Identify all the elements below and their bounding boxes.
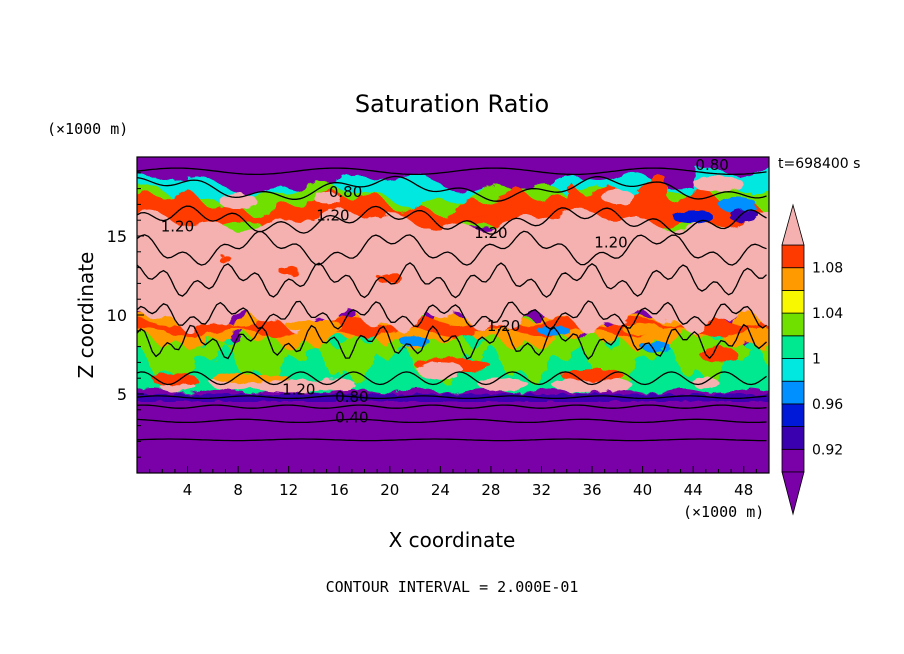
- colorbar-swatch: [781, 403, 805, 427]
- contour-line: [137, 371, 767, 386]
- field-patch: [622, 323, 663, 335]
- field-patch: [693, 376, 719, 390]
- field-patch: [212, 373, 289, 383]
- contour-label: 0.80: [695, 156, 728, 174]
- field-patch: [152, 374, 198, 386]
- x-tick-label: 48: [734, 481, 753, 499]
- upper-supersat-band: [137, 174, 769, 235]
- x-tick-label: 12: [279, 481, 298, 499]
- contour-label: 0.80: [335, 388, 368, 406]
- field-patch: [310, 378, 356, 391]
- field-patch: [728, 209, 759, 222]
- contour-label: 1.20: [161, 218, 194, 236]
- field-patch: [537, 326, 571, 336]
- colorbar-swatch: [781, 380, 805, 405]
- contour-line: [137, 167, 767, 176]
- field-patch: [640, 341, 671, 352]
- x-tick-label: 36: [582, 481, 601, 499]
- supersat-layer: [137, 207, 769, 334]
- colorbar-swatch: [781, 426, 805, 450]
- field-patch: [278, 266, 299, 276]
- colorbar-swatch: [781, 312, 805, 337]
- y-axis-label: Z coordinate: [74, 252, 98, 379]
- y-tick-label: 10: [107, 306, 127, 325]
- field-patch: [250, 379, 327, 393]
- x-tick-label: 8: [233, 481, 243, 499]
- colorbar: 1.08 1.04 1 0.96 0.92: [781, 203, 843, 516]
- field-patch: [478, 378, 529, 391]
- x-tick-label: 32: [532, 481, 551, 499]
- contour-label: 1.20: [487, 317, 520, 335]
- contour-line: [137, 262, 767, 299]
- field-patch: [219, 255, 232, 264]
- contour-label: 1.20: [316, 206, 349, 224]
- x-axis-label: X coordinate: [389, 528, 516, 552]
- x-tick-label: 20: [380, 481, 399, 499]
- x-axis: 4 8 12 16 20 24 28 32 36 40 44 48: [136, 466, 770, 499]
- time-label: t=698400 s: [778, 156, 860, 172]
- colorbar-label: 0.96: [812, 397, 843, 413]
- contour-label: 0.80: [329, 183, 362, 201]
- colorbar-swatch: [781, 267, 805, 291]
- contour-label: 1.20: [594, 233, 627, 251]
- field-patch: [718, 196, 757, 213]
- colorbar-swatch: [781, 244, 805, 269]
- field-patch: [219, 193, 258, 210]
- z-unit-label: (×1000 m): [47, 120, 128, 138]
- plot-area: [137, 157, 769, 473]
- field-patch: [600, 189, 634, 204]
- colorbar-swatch: [781, 289, 805, 314]
- x-tick-label: 28: [481, 481, 500, 499]
- y-axis: 5 10 15: [107, 156, 144, 474]
- contour-line: [137, 395, 767, 400]
- x-unit-label: (×1000 m): [683, 503, 764, 521]
- field-patch: [693, 175, 744, 192]
- contour-line: [137, 323, 767, 360]
- x-tick-label: 44: [684, 481, 703, 499]
- contour-line: [137, 404, 767, 409]
- colorbar-under-arrow: [781, 471, 805, 516]
- contour-label: 1.20: [474, 224, 507, 242]
- y-tick-label: 15: [107, 227, 127, 246]
- contour-line: [137, 418, 767, 424]
- field-patch: [560, 368, 624, 382]
- field-patch: [286, 320, 342, 332]
- y-tick-label: 5: [117, 385, 127, 404]
- contour-line: [137, 438, 767, 442]
- colorbar-over-arrow: [781, 203, 805, 246]
- field-patch: [313, 191, 340, 205]
- colorbar-label: 1: [812, 352, 821, 368]
- chart-title: Saturation Ratio: [355, 90, 549, 118]
- colorbar-label: 1.08: [812, 261, 843, 277]
- contour-line: [137, 300, 767, 330]
- colorbar-label: 0.92: [812, 442, 843, 458]
- colorbar-swatch: [781, 335, 805, 359]
- contour-line: [137, 205, 767, 235]
- x-tick-label: 24: [431, 481, 450, 499]
- contour-label: 0.40: [335, 409, 368, 427]
- contour-interval-note: CONTOUR INTERVAL = 2.000E-01: [326, 578, 579, 596]
- colorbar-swatch: [781, 448, 805, 473]
- contour-label: 1.20: [282, 380, 315, 398]
- contour-line: [137, 175, 767, 202]
- field-patch: [417, 360, 464, 380]
- x-tick-label: 40: [633, 481, 652, 499]
- colorbar-swatch: [781, 358, 805, 382]
- field-patch: [193, 322, 232, 333]
- contour-line: [137, 230, 767, 266]
- colorbar-label: 1.04: [812, 306, 843, 322]
- x-tick-label: 4: [183, 481, 193, 499]
- x-tick-label: 16: [330, 481, 349, 499]
